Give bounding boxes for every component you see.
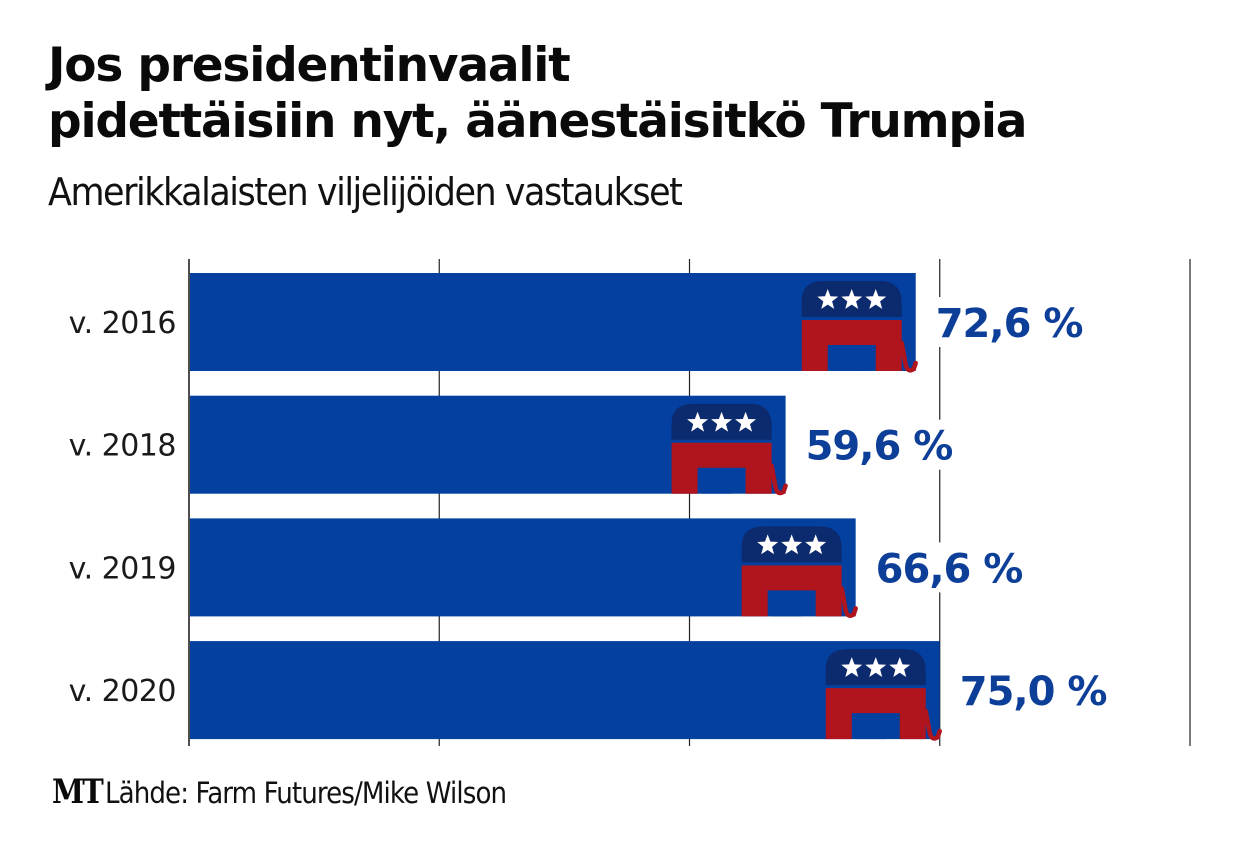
elephant-trunk	[839, 586, 858, 618]
elephant-body	[671, 442, 772, 494]
value-label-background	[931, 297, 1087, 347]
elephant-body	[801, 320, 902, 371]
value-label: 72,6 %	[936, 301, 1083, 347]
value-label: 59,6 %	[806, 424, 953, 470]
category-labels: v. 2016 v. 2018 v. 2019 v. 2020	[69, 306, 177, 709]
bar	[190, 641, 940, 740]
value-label-background	[871, 542, 1027, 593]
republican-elephant-icon	[741, 526, 858, 618]
mt-logo: MT	[52, 772, 104, 812]
bar	[190, 273, 916, 371]
republican-elephant-icon	[671, 403, 788, 496]
republican-elephant-icon	[801, 281, 918, 373]
title-line-1: Jos presidentinvaalit	[48, 38, 571, 93]
star-icon	[757, 534, 779, 555]
footer: MT Lähde: Farm Futures/Mike Wilson	[52, 772, 551, 812]
value-label-background	[801, 419, 957, 470]
chart-subtitle: Amerikkalaisten viljelijöiden vastaukset	[48, 170, 683, 214]
value-label: 66,6 %	[876, 546, 1023, 592]
chart-title: Jos presidentinvaalit pidettäisiin nyt, …	[48, 38, 1027, 150]
title-line-2: pidettäisiin nyt, äänestäisitkö Trumpia	[48, 94, 1027, 149]
elephant-body	[825, 688, 926, 740]
elephant-body	[741, 565, 842, 617]
republican-elephant-icon	[825, 649, 942, 741]
star-icon	[781, 534, 803, 555]
star-icon	[841, 289, 863, 309]
star-icon	[841, 657, 863, 677]
elephant-leg-gap	[701, 471, 732, 494]
elephant-trunk	[769, 463, 788, 496]
value-label: 75,0 %	[960, 669, 1107, 715]
star-icon	[865, 289, 887, 309]
category-label: v. 2018	[69, 429, 176, 464]
star-icon	[687, 411, 709, 432]
star-icon	[735, 411, 757, 432]
source-note: Lähde: Farm Futures/Mike Wilson	[104, 776, 507, 810]
elephant-leg-gap	[831, 349, 862, 371]
category-label: v. 2016	[69, 306, 176, 341]
elephant-trunk	[899, 340, 918, 373]
star-icon	[889, 657, 911, 677]
elephant-trunk	[923, 708, 942, 741]
star-icon	[817, 289, 839, 309]
star-icon	[711, 411, 733, 432]
elephant-leg-gap	[855, 717, 886, 740]
star-icon	[805, 534, 827, 555]
value-label-background	[955, 665, 1111, 716]
star-icon	[865, 657, 887, 677]
bars	[190, 273, 942, 741]
category-label: v. 2020	[69, 674, 176, 709]
elephant-leg-gap	[771, 594, 802, 617]
value-labels: 72,6 % 59,6 % 66,6 % 75,0 %	[801, 297, 1111, 716]
category-label: v. 2019	[69, 551, 176, 586]
